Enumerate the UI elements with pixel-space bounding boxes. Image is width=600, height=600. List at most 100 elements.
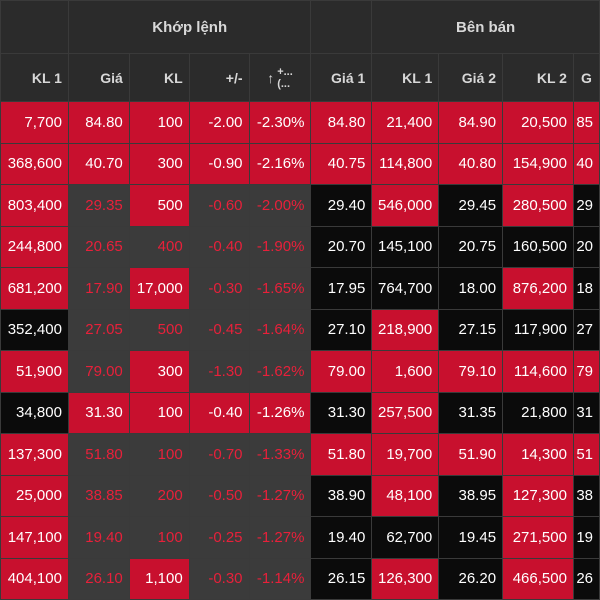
price-cell: 38.85 bbox=[67, 474, 130, 517]
kl1-cell: 244,800 bbox=[0, 225, 69, 268]
table-row[interactable]: 25,000 38.85 200 -0.50 -1.27% 38.90 48,1… bbox=[0, 474, 600, 517]
table-row[interactable]: 51,900 79.00 300 -1.30 -1.62% 79.00 1,60… bbox=[0, 350, 600, 393]
volume-cell: 100 bbox=[128, 516, 190, 559]
volume-cell: 17,000 bbox=[128, 267, 190, 310]
table-row[interactable]: 7,700 84.80 100 -2.00 -2.30% 84.80 21,40… bbox=[0, 101, 600, 144]
table-row[interactable]: 34,800 31.30 100 -0.40 -1.26% 31.30 257,… bbox=[0, 391, 600, 434]
sell-vol1-cell: 546,000 bbox=[371, 184, 440, 227]
kl1-cell: 51,900 bbox=[0, 350, 69, 393]
table-row[interactable]: 244,800 20.65 400 -0.40 -1.90% 20.70 145… bbox=[0, 225, 600, 268]
price-cell: 17.90 bbox=[67, 267, 130, 310]
sell-price3-cell: 79 bbox=[572, 350, 600, 393]
sell-price2-cell: 26.20 bbox=[438, 557, 504, 600]
change-cell: -2.00 bbox=[188, 101, 250, 144]
col-header-change[interactable]: +/- bbox=[188, 53, 250, 102]
sell-vol1-cell: 145,100 bbox=[371, 225, 440, 268]
sell-price3-cell: 26 bbox=[572, 557, 600, 600]
table-row[interactable]: 137,300 51.80 100 -0.70 -1.33% 51.80 19,… bbox=[0, 433, 600, 476]
sell-price1-cell: 20.70 bbox=[310, 225, 373, 268]
sell-price2-cell: 20.75 bbox=[438, 225, 504, 268]
sell-price2-cell: 29.45 bbox=[438, 184, 504, 227]
sell-vol2-cell: 20,500 bbox=[502, 101, 574, 144]
sell-vol2-cell: 14,300 bbox=[502, 433, 574, 476]
sell-price1-cell: 19.40 bbox=[310, 516, 373, 559]
percent-cell: -2.00% bbox=[248, 184, 312, 227]
sell-price1-cell: 17.95 bbox=[310, 267, 373, 310]
group-header-gap bbox=[310, 0, 373, 54]
price-cell: 79.00 bbox=[67, 350, 130, 393]
table-row[interactable]: 147,100 19.40 100 -0.25 -1.27% 19.40 62,… bbox=[0, 516, 600, 559]
col-header-sell-price3[interactable]: G bbox=[572, 53, 600, 102]
percent-cell: -1.62% bbox=[248, 350, 312, 393]
sell-price1-cell: 27.10 bbox=[310, 308, 373, 351]
sell-vol2-cell: 160,500 bbox=[502, 225, 574, 268]
group-header-empty bbox=[0, 0, 69, 54]
sell-price2-cell: 19.45 bbox=[438, 516, 504, 559]
sell-price2-cell: 18.00 bbox=[438, 267, 504, 310]
col-header-sell-price1[interactable]: Giá 1 bbox=[310, 53, 373, 102]
table-row[interactable]: 681,200 17.90 17,000 -0.30 -1.65% 17.95 … bbox=[0, 267, 600, 310]
price-cell: 19.40 bbox=[67, 516, 130, 559]
percent-cell: -1.90% bbox=[248, 225, 312, 268]
volume-cell: 100 bbox=[128, 391, 190, 434]
table-row[interactable]: 803,400 29.35 500 -0.60 -2.00% 29.40 546… bbox=[0, 184, 600, 227]
change-cell: -0.60 bbox=[188, 184, 250, 227]
col-header-price[interactable]: Giá bbox=[67, 53, 130, 102]
volume-cell: 500 bbox=[128, 184, 190, 227]
sell-vol2-cell: 154,900 bbox=[502, 142, 574, 185]
change-cell: -0.70 bbox=[188, 433, 250, 476]
sell-price3-cell: 85 bbox=[572, 101, 600, 144]
percent-cell: -1.26% bbox=[248, 391, 312, 434]
change-cell: -0.50 bbox=[188, 474, 250, 517]
sell-vol1-cell: 62,700 bbox=[371, 516, 440, 559]
sell-vol1-cell: 1,600 bbox=[371, 350, 440, 393]
kl1-cell: 7,700 bbox=[0, 101, 69, 144]
sell-price2-cell: 31.35 bbox=[438, 391, 504, 434]
percent-cell: -2.16% bbox=[248, 142, 312, 185]
volume-cell: 1,100 bbox=[128, 557, 190, 600]
sell-vol1-cell: 218,900 bbox=[371, 308, 440, 351]
table-row[interactable]: 368,600 40.70 300 -0.90 -2.16% 40.75 114… bbox=[0, 142, 600, 185]
sell-price2-cell: 38.95 bbox=[438, 474, 504, 517]
kl1-cell: 137,300 bbox=[0, 433, 69, 476]
sell-vol2-cell: 271,500 bbox=[502, 516, 574, 559]
sell-price2-cell: 51.90 bbox=[438, 433, 504, 476]
kl1-cell: 803,400 bbox=[0, 184, 69, 227]
sell-price1-cell: 79.00 bbox=[310, 350, 373, 393]
sell-price1-cell: 38.90 bbox=[310, 474, 373, 517]
sell-vol1-cell: 19,700 bbox=[371, 433, 440, 476]
sell-price2-cell: 79.10 bbox=[438, 350, 504, 393]
sell-vol1-cell: 21,400 bbox=[371, 101, 440, 144]
sell-price3-cell: 51 bbox=[572, 433, 600, 476]
volume-cell: 100 bbox=[128, 433, 190, 476]
sell-price1-cell: 29.40 bbox=[310, 184, 373, 227]
kl1-cell: 681,200 bbox=[0, 267, 69, 310]
price-cell: 29.35 bbox=[67, 184, 130, 227]
sort-arrow-up-icon[interactable]: ↑ bbox=[267, 69, 275, 86]
volume-cell: 500 bbox=[128, 308, 190, 351]
group-header-match: Khớp lệnh bbox=[67, 0, 312, 54]
col-header-sell-vol2[interactable]: KL 2 bbox=[502, 53, 574, 102]
change-cell: -0.30 bbox=[188, 267, 250, 310]
change-cell: -0.45 bbox=[188, 308, 250, 351]
col-header-kl1[interactable]: KL 1 bbox=[0, 53, 69, 102]
change-cell: -0.40 bbox=[188, 391, 250, 434]
table-row[interactable]: 352,400 27.05 500 -0.45 -1.64% 27.10 218… bbox=[0, 308, 600, 351]
sell-vol2-cell: 114,600 bbox=[502, 350, 574, 393]
sell-price3-cell: 19 bbox=[572, 516, 600, 559]
group-header-sell: Bên bán bbox=[371, 0, 600, 54]
sell-vol1-cell: 114,800 bbox=[371, 142, 440, 185]
col-header-sell-price2[interactable]: Giá 2 bbox=[438, 53, 504, 102]
col-header-volume[interactable]: KL bbox=[128, 53, 190, 102]
col-header-sell-vol1[interactable]: KL 1 bbox=[371, 53, 440, 102]
col-header-percent[interactable]: ↑ +... (... bbox=[248, 53, 312, 102]
volume-cell: 100 bbox=[128, 101, 190, 144]
percent-cell: -1.65% bbox=[248, 267, 312, 310]
table-row[interactable]: 404,100 26.10 1,100 -0.30 -1.14% 26.15 1… bbox=[0, 557, 600, 600]
change-cell: -1.30 bbox=[188, 350, 250, 393]
change-cell: -0.40 bbox=[188, 225, 250, 268]
price-cell: 40.70 bbox=[67, 142, 130, 185]
sell-price2-cell: 84.90 bbox=[438, 101, 504, 144]
percent-cell: -1.33% bbox=[248, 433, 312, 476]
